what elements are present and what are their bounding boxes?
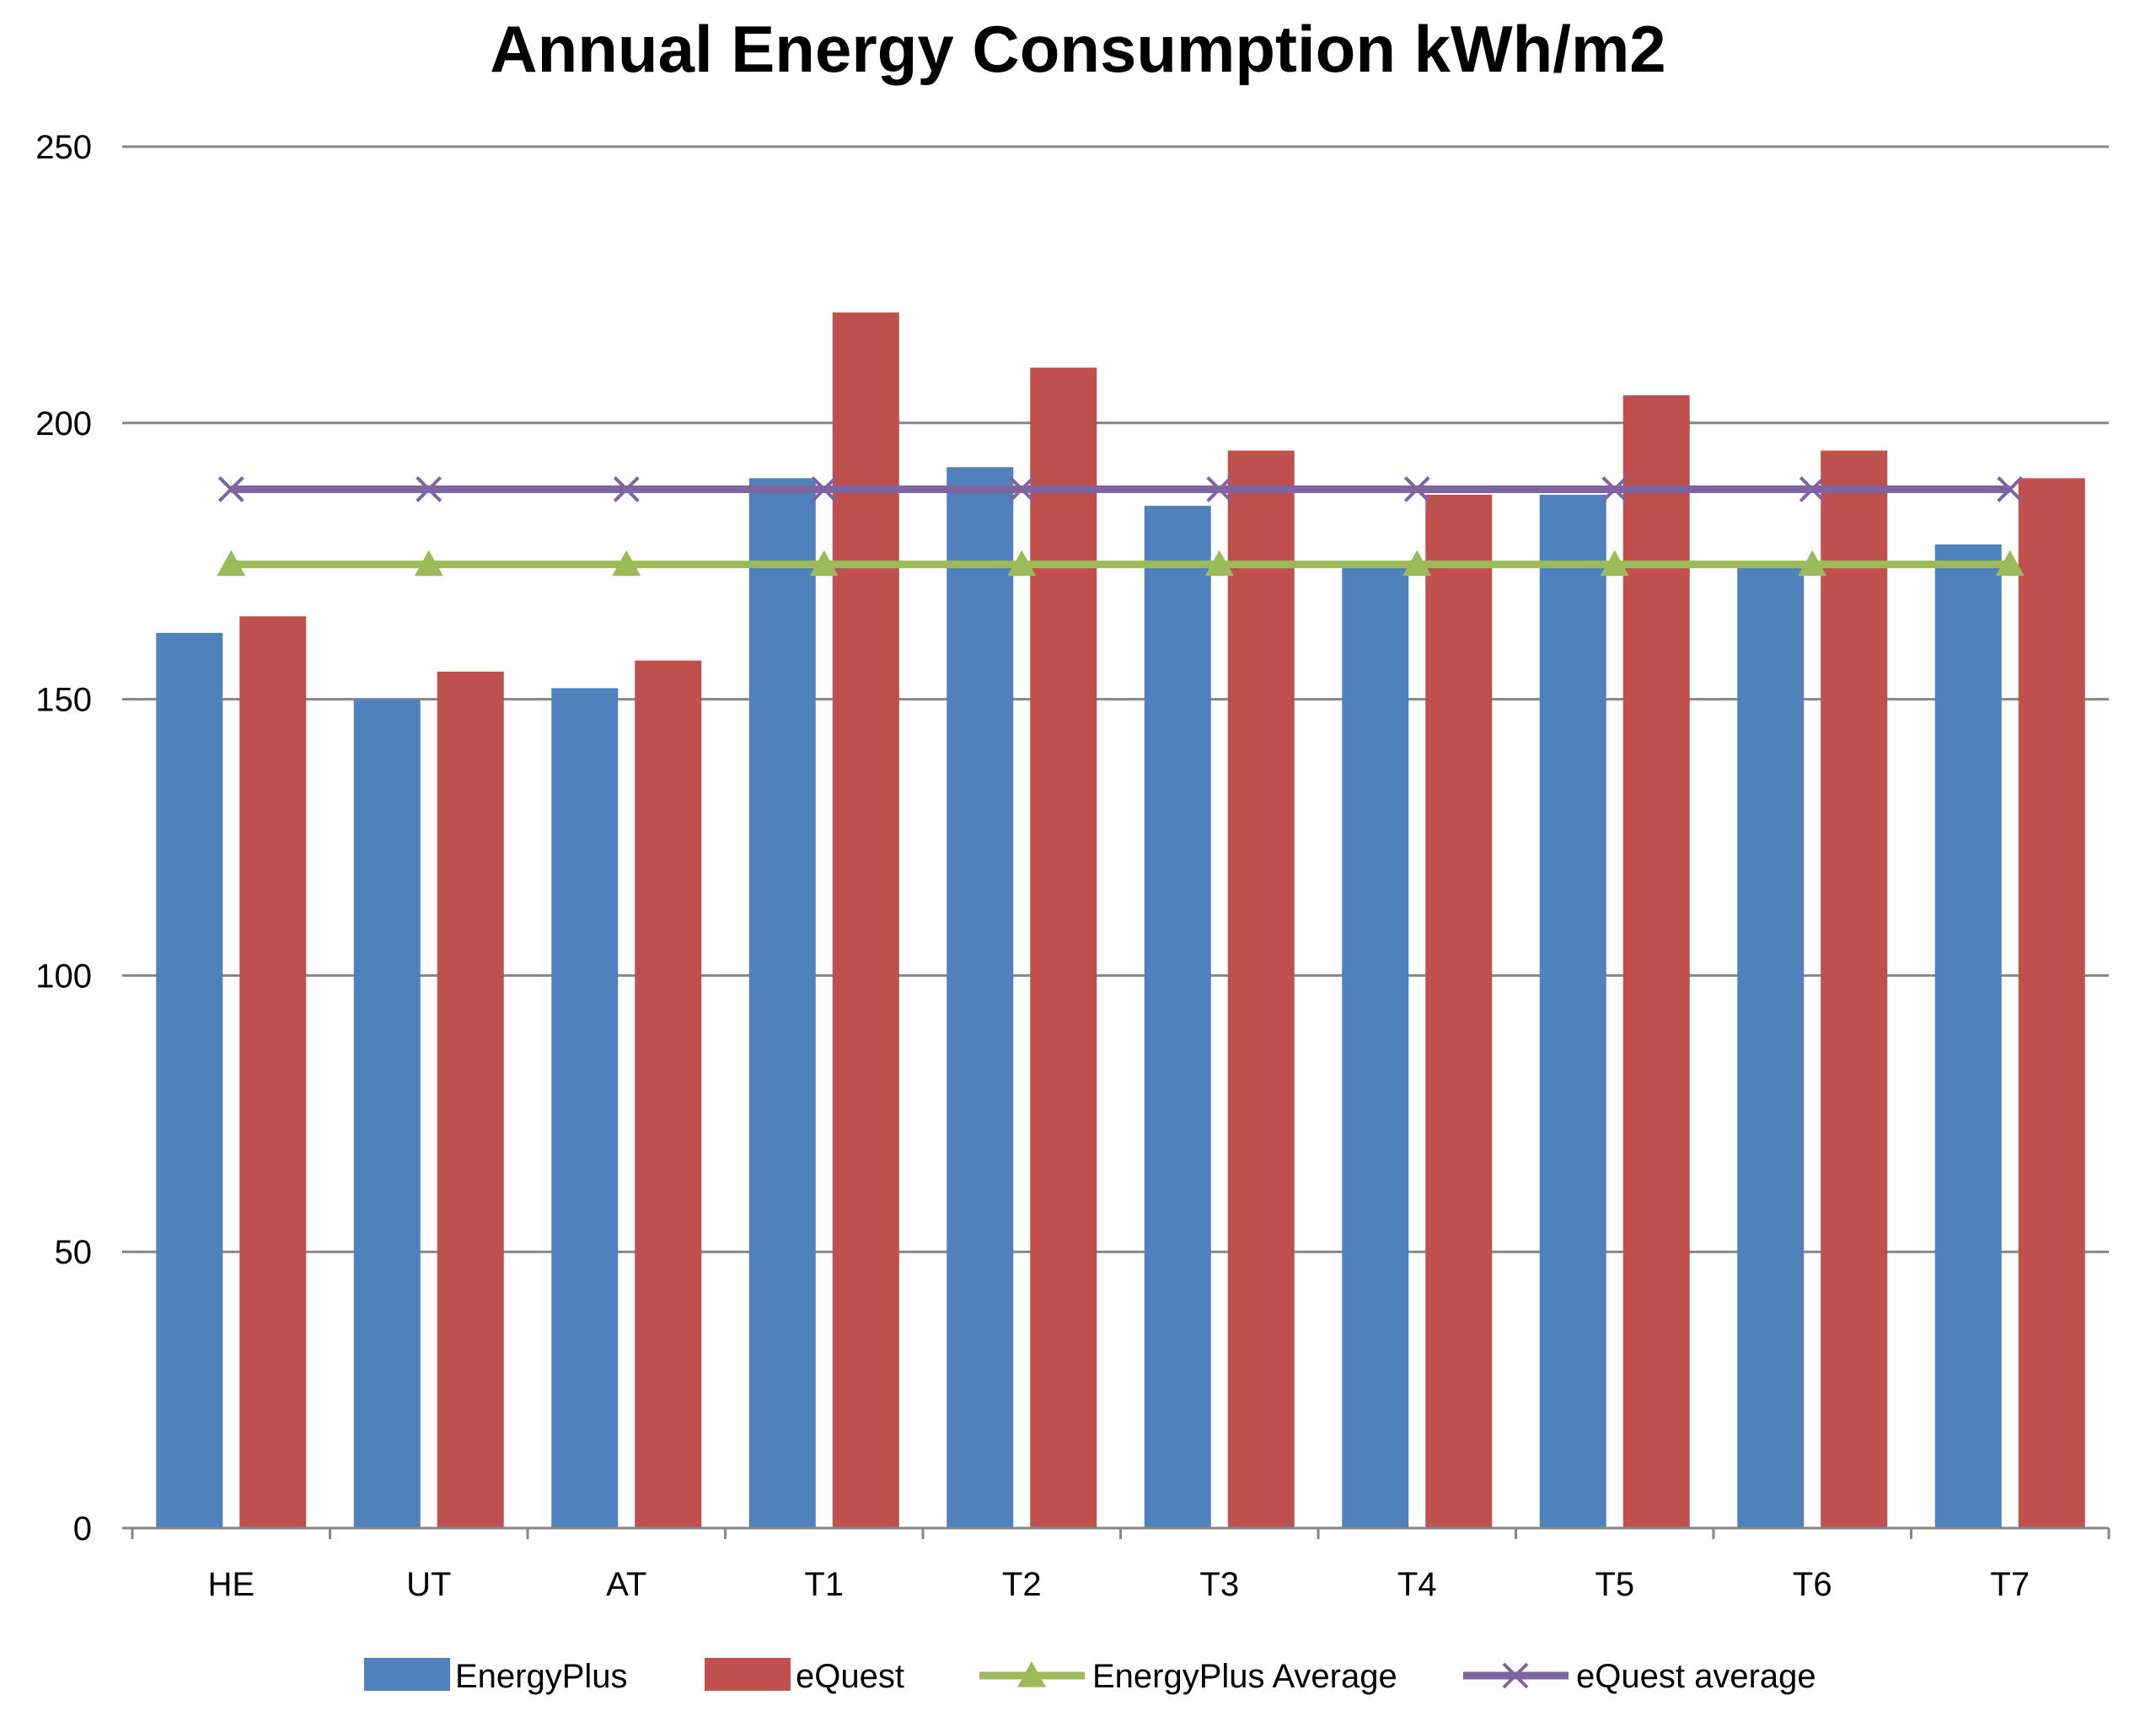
bar-energyplus-t5 [1539, 495, 1606, 1528]
average-lines [217, 476, 2025, 577]
marker-equest-average-t1 [811, 476, 838, 502]
marker-energyplus-average-t2 [1007, 550, 1037, 577]
bar-energyplus-t3 [1144, 506, 1211, 1528]
x-marker-stroke [1206, 476, 1233, 502]
bar-equest-t7 [2018, 478, 2085, 1528]
marker-energyplus-average-he [217, 550, 246, 577]
marker-equest-average-t2 [1008, 476, 1035, 502]
grid [132, 145, 2109, 1253]
x-tick-label: T5 [1595, 1566, 1634, 1603]
legend-label: EnergyPlus Average [1092, 1658, 1397, 1695]
x-marker-stroke [811, 476, 838, 502]
marker-energyplus-average-t3 [1204, 550, 1234, 577]
x-tick-label: HE [207, 1566, 255, 1603]
bar-equest-t2 [1030, 367, 1097, 1528]
marker-energyplus-average-at [612, 550, 641, 577]
x-tick-label: UT [406, 1566, 451, 1603]
x-marker-stroke [1799, 476, 1826, 502]
marker-equest-average-at [613, 476, 640, 502]
marker-equest-average-t7 [1997, 476, 2024, 502]
y-tick-label: 100 [35, 957, 92, 995]
y-tick-label: 0 [73, 1510, 92, 1547]
x-tick-label: T3 [1199, 1566, 1239, 1603]
y-tick-label: 150 [35, 682, 92, 719]
marker-energyplus-average-t6 [1798, 550, 1827, 577]
legend-marker [1017, 1661, 1046, 1687]
x-marker-stroke [613, 476, 640, 502]
x-tick-label: T2 [1002, 1566, 1042, 1603]
bar-energyplus-ut [353, 699, 421, 1528]
marker-equest-average-t4 [1403, 476, 1430, 502]
bar-energyplus-t7 [1934, 544, 2002, 1528]
bar-equest-t6 [1821, 450, 1888, 1528]
y-tick-label: 200 [35, 405, 92, 442]
legend-label: eQuest average [1576, 1658, 1816, 1695]
y-axis: 0 50 100 150 200 250 [35, 129, 132, 1547]
x-marker-stroke [416, 476, 442, 502]
x-marker-stroke [1601, 476, 1628, 502]
marker-energyplus-average-ut [414, 550, 443, 577]
bar-energyplus-he [156, 632, 223, 1528]
x-tick-label: T6 [1793, 1566, 1832, 1603]
marker-equest-average-he [217, 476, 244, 502]
legend-label: EnergyPlus [455, 1658, 628, 1695]
bar-energyplus-t6 [1737, 566, 1805, 1528]
bar-energyplus-at [551, 688, 619, 1528]
marker-energyplus-average-t5 [1600, 550, 1629, 577]
x-marker-stroke [1403, 476, 1430, 502]
bar-equest-t4 [1425, 495, 1493, 1528]
legend-label: eQuest [796, 1658, 904, 1695]
x-marker-stroke [1502, 1662, 1529, 1689]
x-marker-stroke [1008, 476, 1035, 502]
bar-equest-t5 [1622, 395, 1690, 1528]
legend-item-energyplus-average: EnergyPlus Average [979, 1658, 1397, 1695]
x-tick-label: T1 [804, 1566, 844, 1603]
x-tick-label: T4 [1397, 1566, 1437, 1603]
marker-equest-average-ut [416, 476, 442, 502]
legend-item-equest-average: eQuest average [1463, 1658, 1816, 1695]
x-marker-stroke [1997, 476, 2024, 502]
marker-equest-average-t3 [1206, 476, 1233, 502]
y-tick-label: 50 [55, 1234, 93, 1271]
bar-equest-t3 [1227, 450, 1295, 1528]
marker-energyplus-average-t4 [1402, 550, 1432, 577]
marker-energyplus-average-t1 [809, 550, 839, 577]
bar-equest-at [635, 660, 702, 1528]
x-tick-label: T7 [1990, 1566, 2030, 1603]
bar-energyplus-t4 [1342, 566, 1409, 1528]
bar-energyplus-t1 [748, 478, 816, 1528]
legend-item-energyplus: EnergyPlus [364, 1658, 628, 1695]
x-axis [131, 1526, 2110, 1539]
legend-marker [1502, 1662, 1529, 1689]
bar-energyplus-t2 [947, 467, 1014, 1528]
legend: EnergyPlus eQuest EnergyPlus Average eQuest… [364, 1658, 1816, 1695]
legend-swatch [705, 1658, 791, 1691]
y-tick-label: 250 [35, 129, 92, 166]
legend-item-equest: eQuest [705, 1658, 904, 1695]
bars [156, 312, 2085, 1529]
marker-equest-average-t6 [1799, 476, 1826, 502]
x-tick-label: AT [606, 1566, 646, 1603]
marker-equest-average-t5 [1601, 476, 1628, 502]
bar-equest-ut [437, 671, 504, 1528]
chart-title: Annual Energy Consumption kWh/m2 [490, 12, 1665, 86]
x-tick-labels: HE UT AT T1 T2 T3 T4 T5 T6 T7 [207, 1566, 2030, 1603]
x-marker-stroke [217, 476, 244, 502]
bar-equest-he [239, 616, 307, 1528]
marker-energyplus-average-t7 [1995, 550, 2025, 577]
bar-equest-t1 [832, 312, 899, 1529]
legend-swatch [364, 1658, 450, 1691]
